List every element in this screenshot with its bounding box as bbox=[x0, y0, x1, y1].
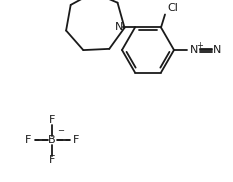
Text: N: N bbox=[115, 23, 123, 32]
Text: −: − bbox=[57, 126, 64, 135]
Text: F: F bbox=[25, 135, 31, 145]
Text: Cl: Cl bbox=[167, 3, 178, 13]
Text: +: + bbox=[196, 41, 203, 50]
Text: F: F bbox=[49, 115, 55, 125]
Text: B: B bbox=[48, 135, 56, 145]
Text: N: N bbox=[213, 45, 221, 55]
Text: F: F bbox=[49, 155, 55, 165]
Text: N: N bbox=[190, 45, 198, 55]
Text: F: F bbox=[73, 135, 79, 145]
